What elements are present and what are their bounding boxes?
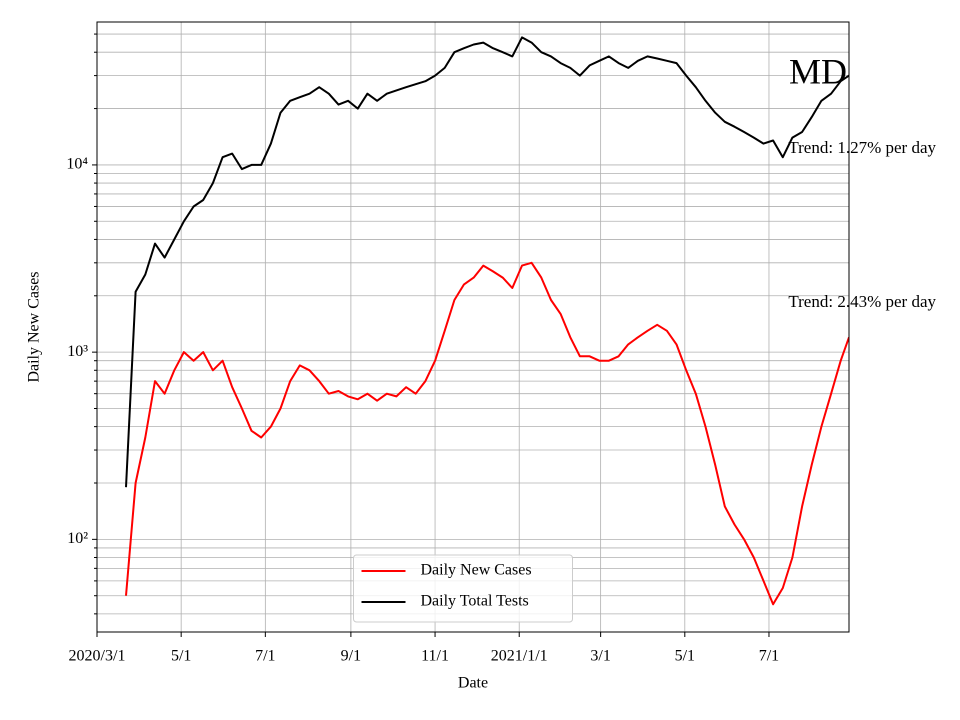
x-tick-label: 2020/3/1 [69, 648, 126, 665]
x-tick-label: 2021/1/1 [491, 648, 548, 665]
x-tick-label: 3/1 [590, 648, 610, 665]
y-tick-label: 10⁴ [66, 156, 88, 173]
x-tick-label: 5/1 [171, 648, 191, 665]
plot-lines [125, 36, 849, 606]
legend: Daily New Cases Daily Total Tests [353, 554, 573, 623]
x-tick-label: 7/1 [759, 648, 779, 665]
legend-box [353, 554, 573, 623]
trend-annotation: Trend: 1.27% per day [788, 138, 936, 157]
x-axis-label: Date [458, 675, 488, 692]
ticks: 2020/3/1 5/1 7/1 9/1 11/1 2021/1/1 3/1 5/1 7/1 10… [66, 33, 779, 665]
y-axis-label: Daily New Cases [26, 271, 43, 382]
legend-label: Daily New Cases [421, 562, 532, 579]
x-tick-label: 5/1 [675, 648, 695, 665]
y-tick-label: 10³ [67, 343, 88, 360]
plot-frame [96, 21, 850, 633]
legend-label: Daily Total Tests [421, 593, 529, 610]
trend-annotation: Trend: 2.43% per day [788, 292, 936, 311]
x-tick-label: 7/1 [255, 648, 275, 665]
series-line [125, 261, 849, 606]
state-label: MD [789, 51, 847, 91]
x-tick-label: 9/1 [341, 648, 361, 665]
x-tick-label: 11/1 [421, 648, 449, 665]
y-tick-label: 10² [67, 530, 88, 547]
series-line [125, 36, 849, 488]
